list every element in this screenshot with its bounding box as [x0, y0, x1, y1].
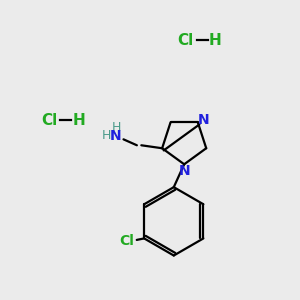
- Text: Cl: Cl: [41, 113, 57, 128]
- Text: Cl: Cl: [119, 234, 134, 248]
- Text: H: H: [111, 121, 121, 134]
- Text: N: N: [110, 129, 122, 143]
- Text: N: N: [197, 113, 209, 127]
- Text: H: H: [102, 129, 111, 142]
- Text: H: H: [209, 32, 222, 47]
- Text: Cl: Cl: [178, 32, 194, 47]
- Text: H: H: [72, 113, 85, 128]
- Text: N: N: [179, 164, 190, 178]
